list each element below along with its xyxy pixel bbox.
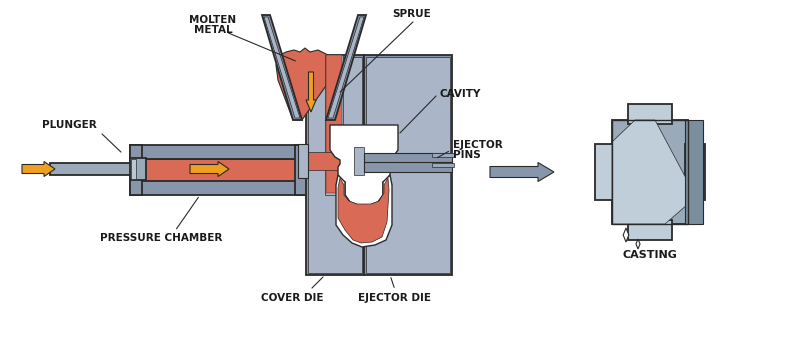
Text: COVER DIE: COVER DIE	[261, 293, 323, 303]
Bar	[298, 144, 308, 178]
Bar	[131, 159, 136, 179]
Bar	[346, 155, 366, 175]
Polygon shape	[612, 120, 688, 224]
Bar	[364, 153, 452, 163]
Text: CASTING: CASTING	[622, 250, 678, 260]
FancyArrow shape	[190, 161, 229, 176]
Polygon shape	[636, 239, 640, 249]
Polygon shape	[336, 175, 392, 247]
Bar	[130, 159, 315, 181]
Bar	[685, 120, 703, 224]
Text: PRESSURE CHAMBER: PRESSURE CHAMBER	[100, 233, 222, 243]
Bar	[50, 163, 135, 175]
Bar	[326, 55, 342, 193]
Polygon shape	[330, 125, 398, 205]
Bar	[135, 159, 310, 181]
Bar	[432, 153, 454, 157]
Bar	[306, 55, 364, 275]
Bar	[685, 144, 705, 200]
Bar	[612, 120, 688, 224]
Bar	[628, 104, 672, 124]
Text: PLUNGER: PLUNGER	[42, 120, 97, 130]
Text: METAL: METAL	[194, 25, 232, 35]
Text: PINS: PINS	[453, 150, 481, 160]
Bar	[325, 55, 343, 195]
Polygon shape	[264, 17, 300, 118]
Bar	[628, 220, 672, 240]
Bar	[130, 145, 315, 159]
Bar	[130, 181, 315, 195]
Bar	[130, 158, 146, 180]
Bar	[308, 57, 362, 273]
Bar	[364, 55, 452, 275]
Polygon shape	[276, 48, 332, 120]
Text: MOLTEN: MOLTEN	[190, 15, 237, 25]
Bar	[432, 163, 454, 167]
Bar	[366, 57, 450, 273]
Polygon shape	[338, 178, 389, 243]
Polygon shape	[326, 15, 366, 120]
Polygon shape	[262, 15, 302, 120]
Bar	[364, 162, 452, 172]
FancyArrow shape	[306, 72, 316, 112]
Bar	[354, 147, 364, 175]
FancyArrow shape	[490, 162, 554, 182]
Bar	[612, 120, 688, 224]
Text: SPRUE: SPRUE	[392, 9, 430, 19]
Polygon shape	[623, 228, 629, 242]
Bar	[295, 145, 313, 195]
Text: CAVITY: CAVITY	[440, 89, 482, 99]
FancyArrow shape	[22, 161, 55, 176]
Bar	[130, 145, 142, 195]
Text: EJECTOR DIE: EJECTOR DIE	[358, 293, 431, 303]
Bar	[595, 144, 615, 200]
Bar	[298, 152, 366, 170]
Polygon shape	[328, 17, 364, 118]
Text: EJECTOR: EJECTOR	[453, 140, 502, 150]
